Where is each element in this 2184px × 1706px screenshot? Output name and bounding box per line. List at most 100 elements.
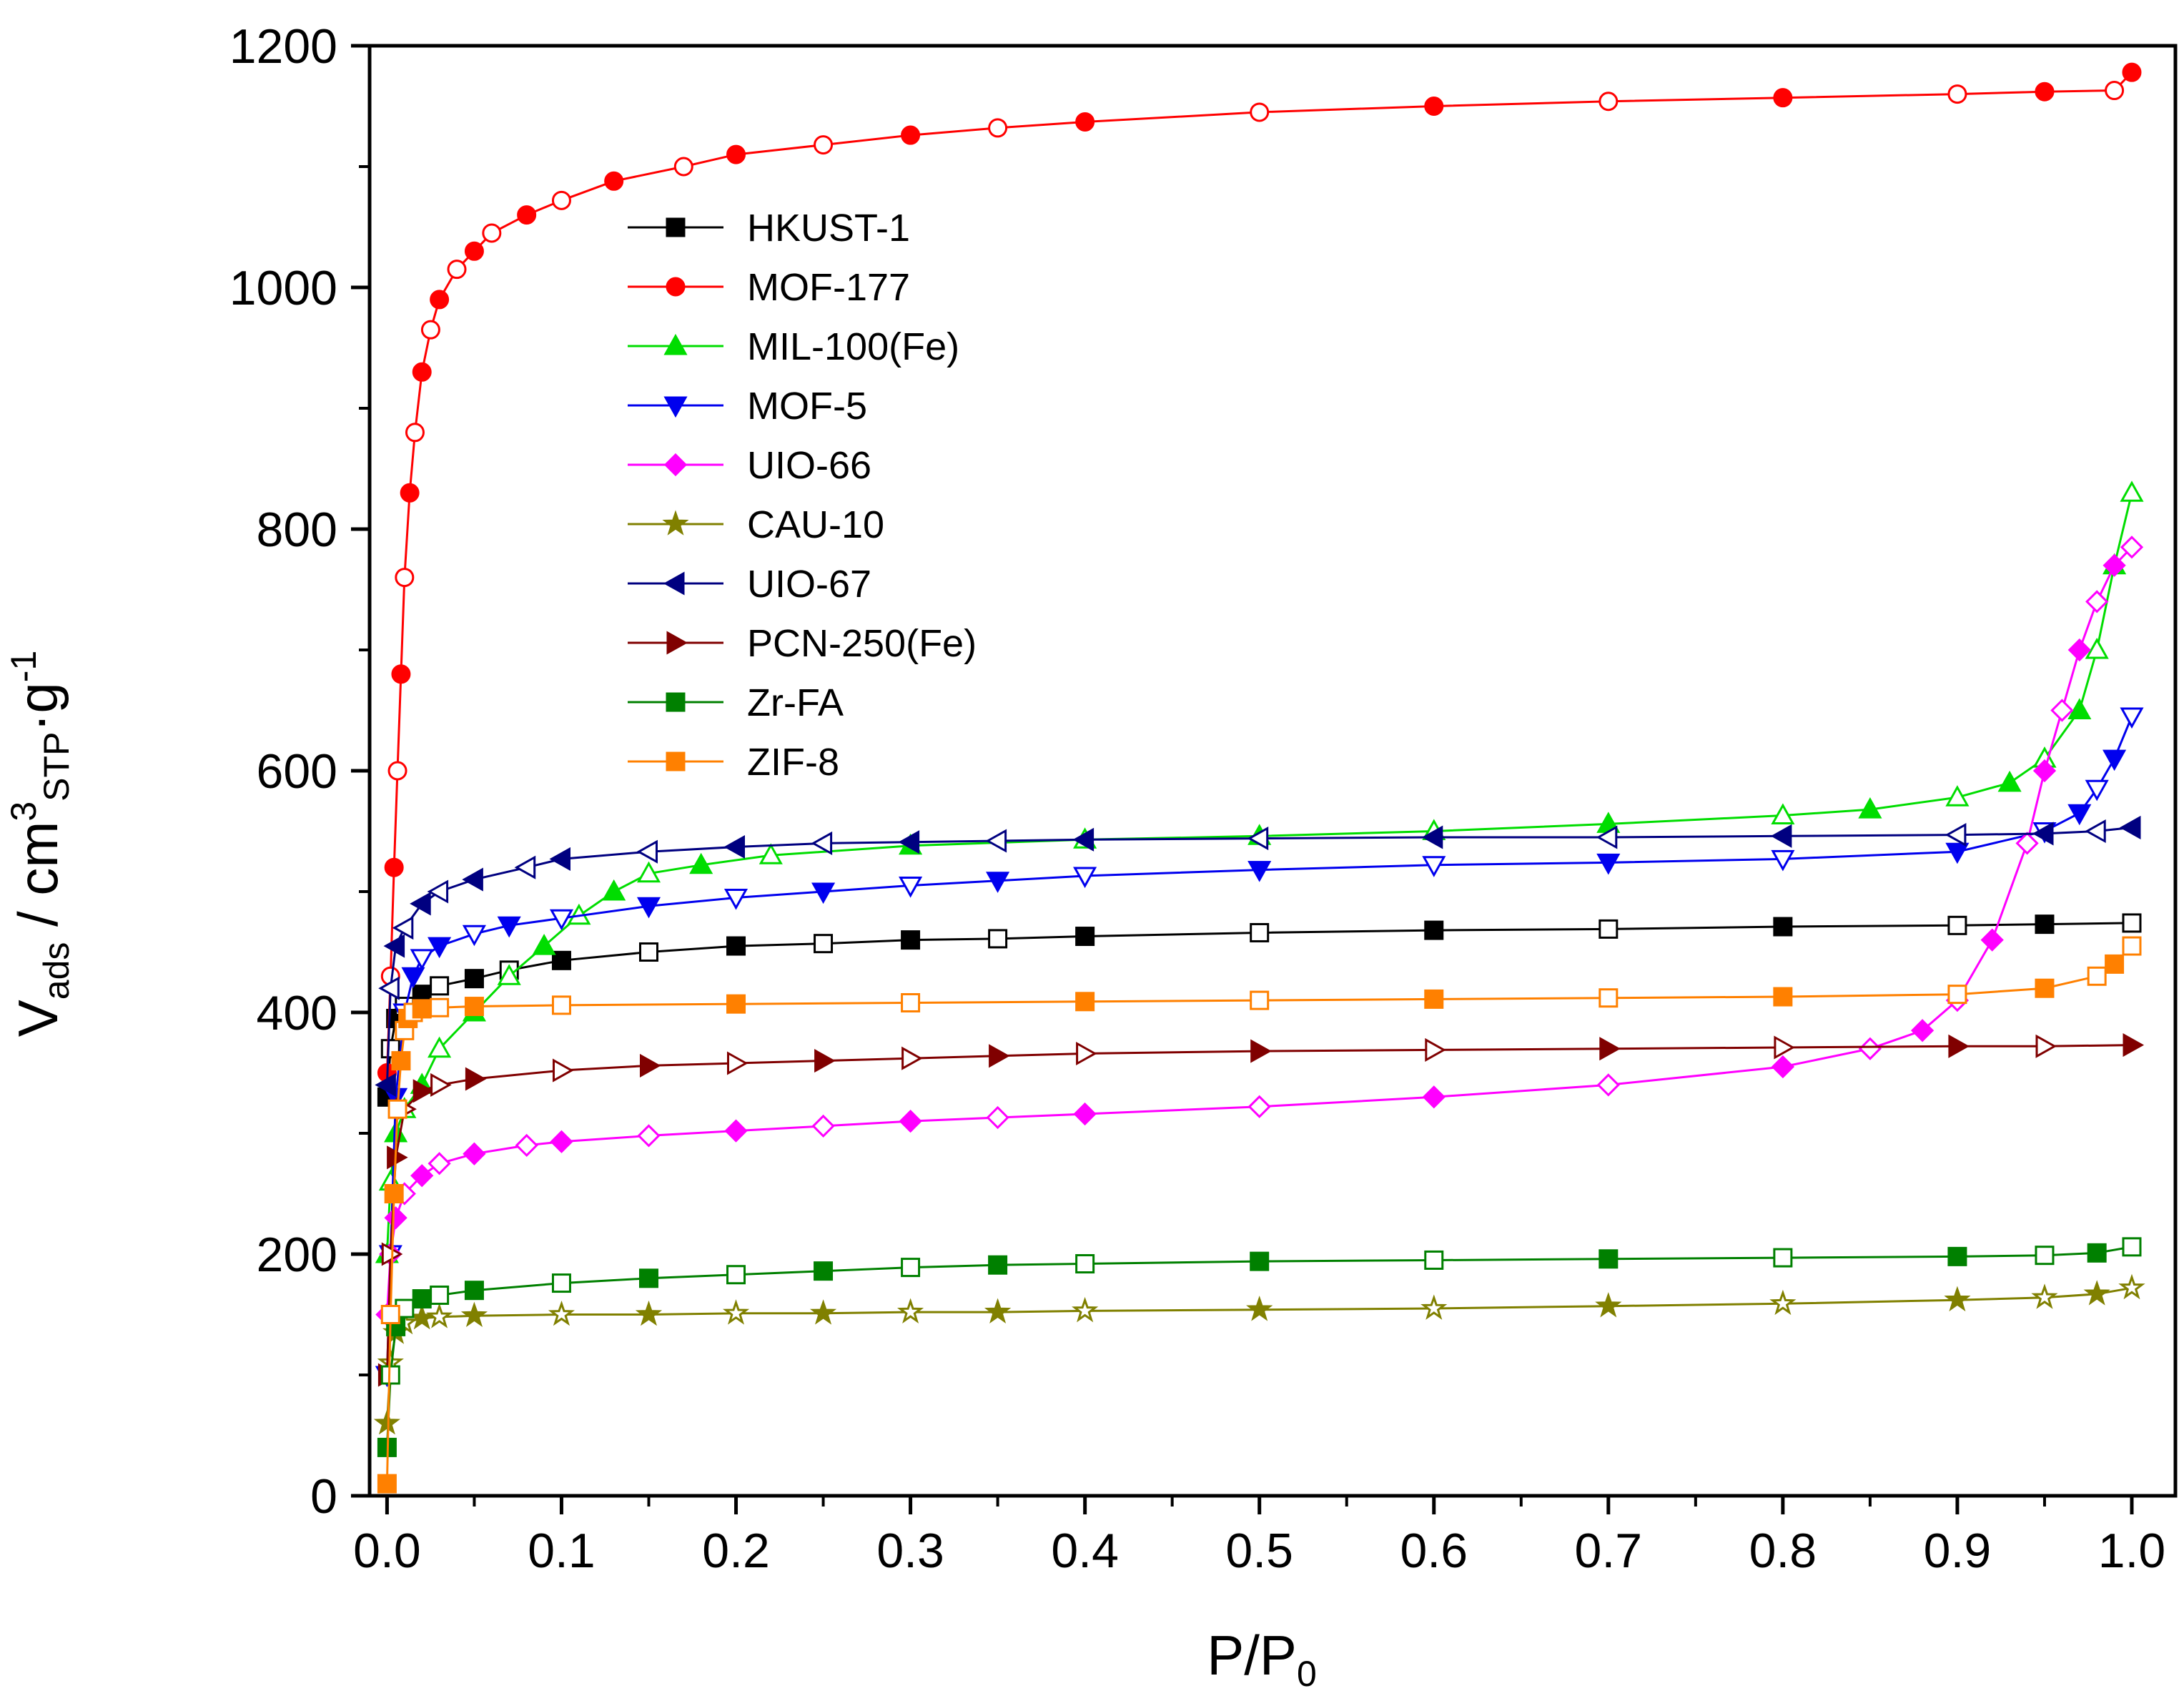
data-point-mof-5 — [2067, 804, 2092, 826]
data-point-mil-100-fe — [2120, 480, 2144, 502]
legend-label: MOF-5 — [747, 385, 867, 428]
data-point-zr-fa — [1947, 1246, 1967, 1266]
data-point-zr-fa — [430, 1285, 450, 1305]
data-point-uio-67 — [1945, 823, 1967, 847]
data-point-mof-5 — [410, 949, 434, 970]
data-point-pcn-250-fe — [1599, 1037, 1621, 1061]
x-tick-label: 0.6 — [1400, 1524, 1468, 1578]
data-point-uio-67 — [985, 829, 1007, 853]
legend-label: MIL-100(Fe) — [747, 325, 959, 368]
data-point-mof-177 — [1773, 88, 1793, 108]
legend-marker — [666, 631, 688, 655]
data-point-pcn-250-fe — [1250, 1039, 1272, 1063]
legend-label: Zr-FA — [747, 681, 844, 724]
data-point-uio-66 — [1980, 928, 2004, 952]
data-point-pcn-250-fe — [901, 1046, 923, 1070]
x-tick-label: 0.8 — [1749, 1524, 1817, 1578]
data-point-zr-fa — [1075, 1254, 1095, 1274]
data-point-zif-8 — [551, 995, 571, 1015]
legend-label: UIO-67 — [747, 563, 871, 606]
data-point-pcn-250-fe — [412, 1079, 435, 1103]
data-point-hkust-1 — [2035, 914, 2055, 935]
data-point-uio-67 — [2032, 822, 2054, 846]
y-axis-title: Vads / cm3STP·g-1 — [4, 651, 76, 1037]
data-point-mil-100-fe — [2067, 698, 2092, 719]
x-tick-label: 0.2 — [702, 1524, 770, 1578]
y-tick-label: 800 — [257, 503, 337, 557]
x-tick-label: 0.9 — [1924, 1524, 1992, 1578]
data-point-mil-100-fe — [1945, 785, 1970, 807]
data-point-pcn-250-fe — [2123, 1033, 2145, 1057]
data-point-hkust-1 — [814, 934, 834, 954]
data-point-uio-66 — [550, 1130, 573, 1153]
data-point-mil-100-fe — [602, 879, 626, 901]
legend-item: CAU-10 — [628, 503, 884, 546]
data-point-zif-8 — [2035, 978, 2055, 998]
data-point-mof-177 — [395, 568, 415, 588]
data-point-hkust-1 — [1947, 915, 1967, 935]
axis-ticks: 0.0 0.1 0.2 0.3 0.4 0.5 0.6 0.7 0.8 0.9 1.0 0 200 400… — [229, 19, 2166, 1578]
data-point-hkust-1 — [380, 1039, 400, 1059]
data-point-uio-67 — [723, 834, 745, 859]
data-point-zif-8 — [430, 997, 450, 1017]
x-tick-label: 0.4 — [1051, 1524, 1119, 1578]
data-point-pcn-250-fe — [2035, 1034, 2057, 1058]
data-point-uio-67 — [1770, 824, 1792, 848]
x-tick-label: 0.0 — [353, 1524, 421, 1578]
x-axis-title: P/P0 — [1207, 1624, 1317, 1694]
legend-marker — [663, 571, 685, 596]
data-point-mof-5 — [1073, 867, 1097, 889]
data-point-cau-10 — [2031, 1283, 2058, 1309]
legend-marker — [666, 692, 686, 712]
data-point-mil-100-fe — [428, 1036, 452, 1058]
legend-label: CAU-10 — [747, 503, 884, 546]
data-point-zr-fa — [380, 1365, 400, 1385]
data-point-mil-100-fe — [2085, 637, 2109, 659]
data-point-uio-67 — [514, 855, 536, 879]
data-point-pcn-250-fe — [640, 1053, 661, 1078]
data-point-pcn-250-fe — [1774, 1035, 1795, 1060]
data-point-zr-fa — [1250, 1251, 1270, 1271]
data-point-uio-67 — [1421, 825, 1443, 849]
data-point-mof-5 — [1596, 853, 1621, 875]
legend-marker — [663, 396, 688, 418]
data-point-hkust-1 — [430, 976, 450, 996]
data-point-mof-5 — [986, 872, 1010, 893]
data-point-mof-5 — [1247, 861, 1272, 882]
data-point-mof-177 — [2035, 82, 2055, 102]
data-point-zif-8 — [391, 1051, 411, 1071]
data-point-mil-100-fe — [689, 852, 713, 874]
data-point-uio-66 — [1910, 1019, 1935, 1042]
data-point-mof-5 — [401, 967, 425, 989]
data-point-cau-10 — [460, 1301, 488, 1327]
y-tick-label: 400 — [257, 986, 337, 1040]
data-point-mof-177 — [726, 144, 746, 164]
data-point-zif-8 — [380, 1305, 400, 1324]
data-point-cau-10 — [1072, 1296, 1099, 1323]
data-point-mof-177 — [517, 205, 537, 225]
data-point-hkust-1 — [638, 942, 658, 962]
data-point-hkust-1 — [551, 950, 571, 970]
data-point-uio-66 — [410, 1164, 434, 1188]
data-point-zif-8 — [726, 994, 746, 1014]
data-point-hkust-1 — [1424, 920, 1444, 940]
data-point-pcn-250-fe — [553, 1058, 574, 1083]
legend: HKUST-1 MOF-177 MIL-100(Fe) MOF-5 UIO-66 CAU-… — [628, 207, 977, 784]
data-point-hkust-1 — [1075, 927, 1095, 947]
data-point-mof-5 — [2103, 749, 2127, 771]
series-cau-10 — [373, 1273, 2145, 1435]
data-point-uio-67 — [410, 892, 431, 916]
data-point-pcn-250-fe — [465, 1067, 487, 1091]
data-point-uio-67 — [378, 976, 400, 1000]
data-point-uio-66 — [2015, 832, 2039, 855]
data-point-mof-177 — [447, 260, 467, 280]
data-point-uio-66 — [2032, 759, 2057, 783]
data-point-mil-100-fe — [1997, 770, 2022, 792]
data-point-cau-10 — [1944, 1286, 1971, 1312]
legend-label: MOF-177 — [747, 266, 910, 309]
data-point-zif-8 — [1424, 989, 1444, 1009]
data-point-cau-10 — [2118, 1273, 2145, 1300]
y-tick-label: 1200 — [229, 19, 337, 74]
data-point-mil-100-fe — [1858, 797, 1882, 819]
